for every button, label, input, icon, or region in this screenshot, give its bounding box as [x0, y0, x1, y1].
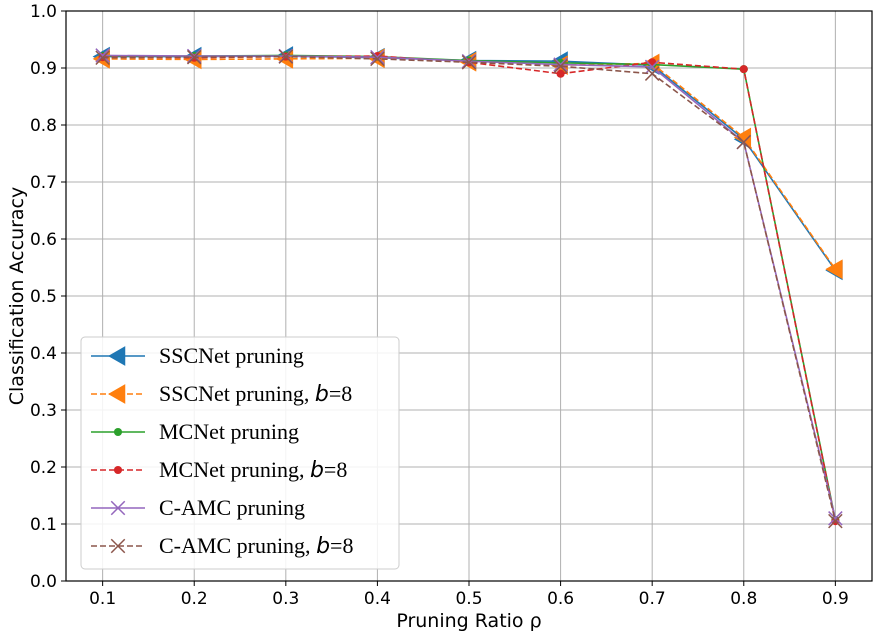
plot-frame [65, 10, 873, 582]
data-point-marker [95, 48, 110, 63]
x-tick-label: 0.8 [730, 589, 757, 609]
data-point-marker [644, 59, 660, 75]
x-axis-ticks: 0.1 0.2 0.3 0.4 0.5 0.6 0.7 0.8 0.9 [89, 581, 849, 609]
data-point-marker [556, 69, 565, 78]
data-point-marker [644, 66, 660, 81]
legend-item: SSCNet pruning, b=8 [91, 381, 352, 407]
legend-marker [110, 538, 126, 554]
x-tick-label: 0.7 [639, 589, 666, 609]
series-5 [95, 48, 843, 526]
y-tick-label: 0.7 [30, 173, 57, 193]
y-tick-label: 0.3 [30, 401, 57, 421]
x-tick-label: 0.9 [822, 589, 849, 609]
series-2 [92, 48, 843, 280]
y-tick-label: 1.0 [30, 2, 57, 22]
data-point-marker [553, 59, 568, 74]
data-point-marker [370, 51, 385, 67]
legend: SSCNet pruning SSCNet pruning, b=8 MCNet p… [80, 336, 400, 570]
data-point-marker [461, 55, 477, 70]
data-point-marker [739, 65, 748, 74]
legend-marker [107, 384, 126, 404]
data-point-marker [461, 53, 477, 69]
data-point-marker [825, 259, 843, 280]
y-axis-label: Classification Accuracy [6, 187, 28, 406]
y-tick-label: 0.1 [30, 515, 57, 535]
series-line [102, 55, 837, 522]
legend-marker [113, 427, 123, 437]
x-tick-label: 0.6 [547, 589, 574, 609]
data-point-marker [648, 58, 657, 67]
y-axis-ticks: 0.0 0.1 0.2 0.3 0.4 0.5 0.6 0.7 0.8 0.9 1.0 [30, 2, 66, 592]
data-point-marker [278, 49, 294, 64]
x-tick-label: 0.2 [181, 589, 208, 609]
x-tick-label: 0.3 [272, 589, 299, 609]
legend-box [80, 336, 400, 570]
y-tick-label: 0.6 [30, 230, 57, 250]
data-point-marker [828, 513, 843, 529]
x-tick-label: 0.1 [89, 589, 116, 609]
legend-label: SSCNet pruning, b=8 [159, 381, 352, 407]
y-tick-label: 0.8 [30, 116, 57, 136]
data-point-marker [370, 49, 385, 65]
y-tick-label: 0.0 [30, 572, 57, 592]
data-point-marker [553, 57, 568, 72]
data-point-marker [736, 134, 752, 150]
x-axis-label: Pruning Ratio ρ [396, 610, 541, 632]
series-1 [92, 46, 843, 281]
data-point-marker [186, 49, 202, 65]
legend-label: MCNet pruning, b=8 [159, 457, 347, 483]
legend-label: C-AMC pruning, b=8 [159, 533, 353, 559]
y-tick-label: 0.9 [30, 59, 57, 79]
legend-item: C-AMC pruning, b=8 [91, 533, 353, 559]
legend-marker [107, 346, 126, 366]
series-6 [95, 49, 843, 529]
legend-marker [113, 465, 123, 475]
legend-item: MCNet pruning, b=8 [91, 457, 347, 483]
series-line [102, 57, 837, 270]
legend-label: SSCNet pruning [159, 343, 304, 368]
series-group [92, 46, 843, 529]
x-tick-label: 0.5 [455, 589, 482, 609]
data-point-marker [95, 50, 110, 66]
legend-item: C-AMC pruning [91, 495, 305, 520]
legend-item: MCNet pruning [91, 419, 299, 444]
y-tick-label: 0.2 [30, 458, 57, 478]
legend-label: MCNet pruning [159, 419, 299, 444]
y-tick-label: 0.5 [30, 287, 57, 307]
y-tick-label: 0.4 [30, 344, 57, 364]
x-tick-label: 0.4 [364, 589, 391, 609]
data-point-marker [186, 48, 202, 64]
data-point-marker [828, 511, 843, 526]
legend-label: C-AMC pruning [159, 495, 305, 520]
legend-item: SSCNet pruning [91, 343, 304, 368]
legend-marker [110, 500, 126, 516]
